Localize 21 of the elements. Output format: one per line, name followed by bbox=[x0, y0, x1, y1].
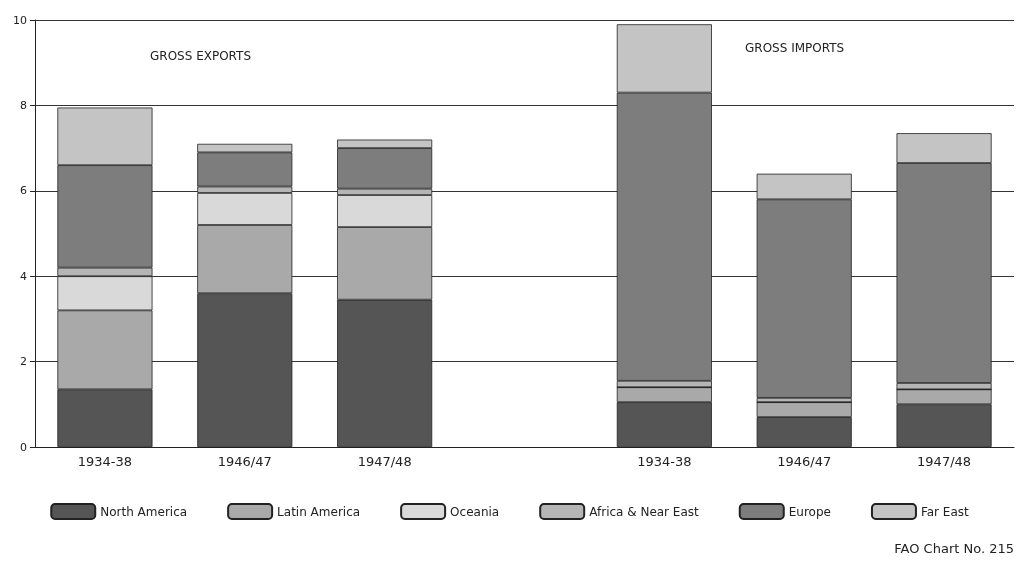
legend-label: Latin America bbox=[277, 504, 361, 519]
y-tick-label: 0 bbox=[20, 440, 27, 454]
legend-label: Oceania bbox=[450, 504, 500, 519]
y-tick-label: 6 bbox=[20, 184, 27, 198]
legend-label: Far East bbox=[920, 504, 970, 519]
annotation: GROSS EXPORTS bbox=[150, 49, 252, 63]
x-tick-label: 1946/47 bbox=[777, 454, 832, 469]
y-tick-label: 4 bbox=[20, 269, 27, 283]
x-tick-label: 1947/48 bbox=[357, 454, 412, 469]
legend-label: Europe bbox=[788, 504, 831, 519]
text: FAO Chart No. 215 bbox=[894, 541, 1015, 556]
y-tick-label: 10 bbox=[13, 13, 27, 27]
legend-label: North America bbox=[100, 504, 188, 519]
x-tick-label: 1946/47 bbox=[217, 454, 272, 469]
legend-label: Africa & Near East bbox=[589, 504, 700, 519]
annotation: GROSS IMPORTS bbox=[745, 41, 845, 55]
y-tick-label: 2 bbox=[20, 355, 27, 369]
x-tick-label: 1947/48 bbox=[917, 454, 972, 469]
y-tick-label: 8 bbox=[20, 98, 27, 112]
x-tick-label: 1934-38 bbox=[77, 454, 133, 469]
x-tick-label: 1934-38 bbox=[637, 454, 692, 469]
